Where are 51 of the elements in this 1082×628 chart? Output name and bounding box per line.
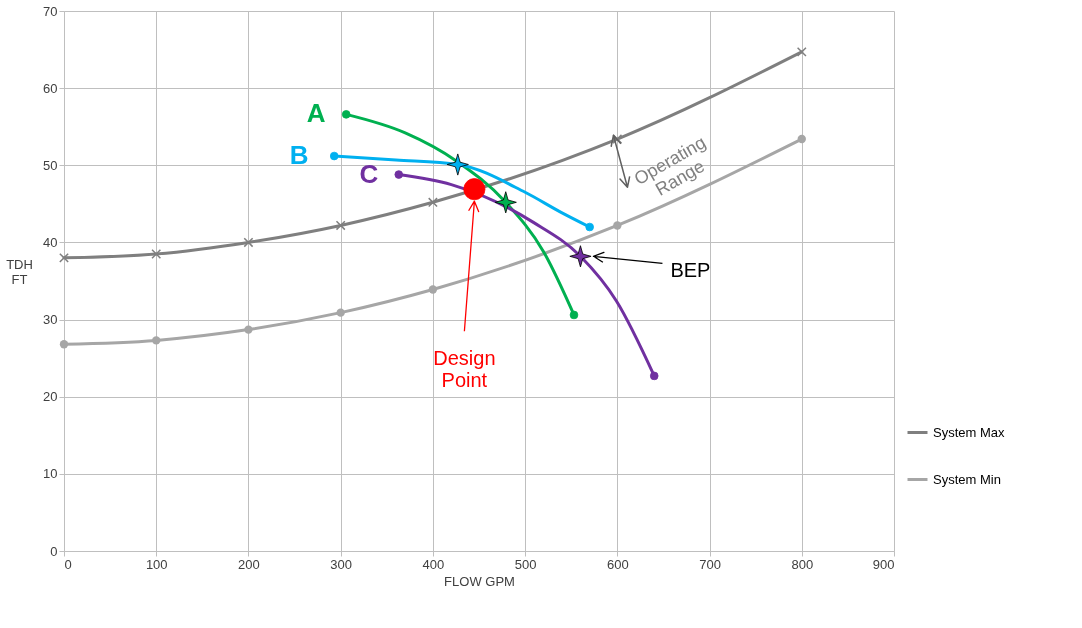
y-tick-label: 70 (43, 3, 58, 19)
point (613, 221, 622, 230)
annotation: BEP (670, 259, 711, 282)
point (649, 371, 659, 381)
point (585, 222, 594, 232)
point (394, 170, 404, 179)
point (59, 340, 69, 349)
annotation: C (359, 158, 379, 189)
y-tick-label: 50 (43, 157, 58, 173)
point (243, 237, 254, 248)
point (612, 134, 623, 144)
point (59, 252, 69, 263)
point (428, 285, 438, 294)
x-axis-title: FLOW GPM (444, 573, 515, 589)
y-axis-title: TDH FT (6, 256, 33, 287)
y-tick-label: 10 (43, 466, 58, 482)
point (569, 310, 579, 320)
x-tick-label: 600 (606, 556, 629, 572)
y-tick-label: 60 (43, 80, 58, 96)
point (336, 308, 345, 317)
y-tick-label: 40 (43, 234, 58, 250)
x-tick-label: 700 (699, 556, 721, 572)
y-tick-label: 0 (50, 543, 58, 559)
point (797, 134, 806, 144)
legend-label: System Min (933, 471, 1001, 487)
x-tick-label: 800 (791, 556, 814, 572)
point (446, 153, 469, 176)
point (494, 191, 517, 214)
x-tick-label: 500 (514, 556, 537, 572)
legend-label: System Max (933, 424, 1006, 440)
annotation: A (306, 98, 326, 129)
point (151, 249, 162, 259)
point (244, 325, 253, 334)
point (341, 110, 351, 119)
point (569, 245, 592, 268)
y-tick-label: 20 (43, 389, 58, 405)
x-tick-label: 400 (422, 556, 445, 572)
point (329, 151, 339, 161)
annotation: Design Point (433, 347, 496, 392)
x-tick-label: 300 (330, 556, 353, 572)
point (463, 178, 486, 201)
x-tick-label: 0 (64, 556, 72, 572)
point (335, 220, 346, 231)
annotation: B (289, 140, 309, 171)
point (152, 336, 161, 345)
x-tick-label: 900 (872, 556, 895, 572)
x-tick-label: 200 (238, 556, 260, 572)
point (796, 46, 807, 57)
x-tick-label: 100 (145, 556, 168, 572)
point (427, 197, 438, 208)
y-tick-label: 30 (43, 312, 58, 328)
